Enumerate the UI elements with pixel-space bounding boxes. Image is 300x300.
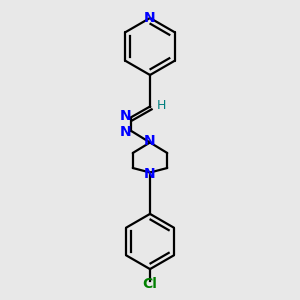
Text: N: N [144,134,156,148]
Text: N: N [119,125,131,139]
Text: N: N [144,167,156,181]
Text: N: N [144,11,156,25]
Text: Cl: Cl [142,277,158,290]
Text: N: N [119,110,131,123]
Text: H: H [157,99,166,112]
